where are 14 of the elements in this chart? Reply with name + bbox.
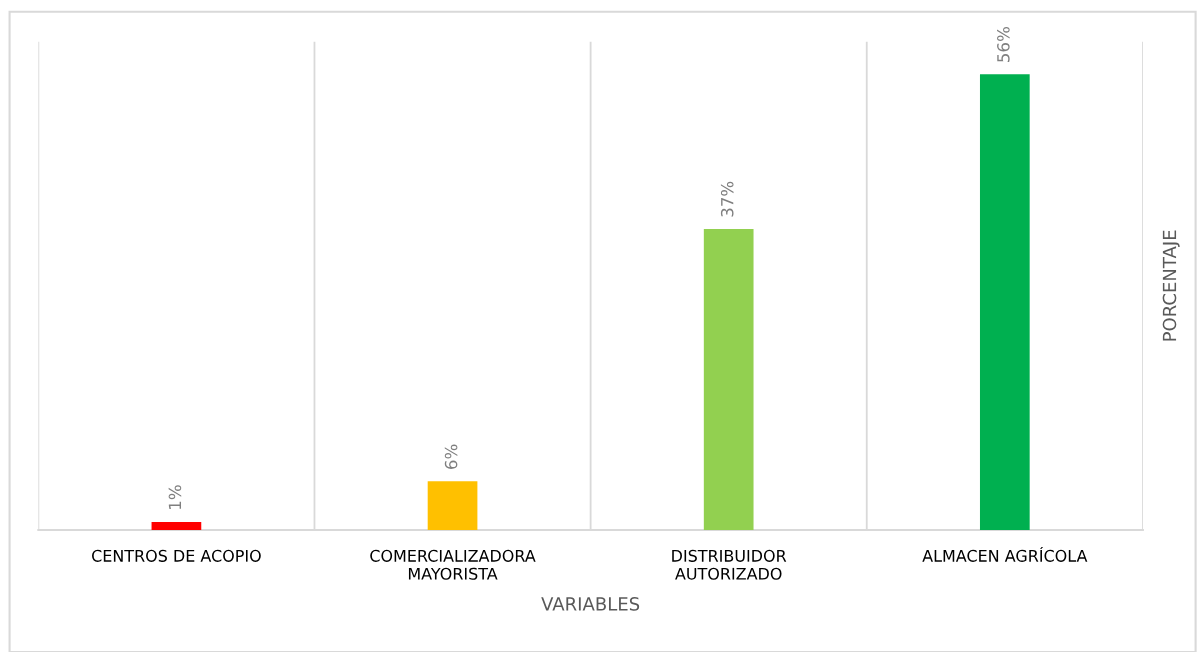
x-tick-label: DISTRIBUIDOR AUTORIZADO	[672, 549, 787, 580]
bar	[151, 521, 202, 531]
x-tick-label: COMERCIALIZADORA MAYORISTA	[370, 549, 536, 580]
bar	[427, 481, 478, 531]
x-tick-label: ALMACEN AGRÍCOLA	[922, 546, 1088, 562]
data-label: 37%	[720, 181, 734, 217]
data-label: 56%	[997, 27, 1010, 62]
x-axis-title: VARIABLES	[541, 597, 640, 611]
y-axis-title: PORCENTAJE	[1162, 230, 1180, 341]
data-label: 1%	[168, 485, 182, 509]
x-tick-label: CENTROS DE ACOPIO	[92, 549, 261, 562]
data-label: 6%	[444, 444, 458, 469]
bar	[703, 228, 754, 531]
bar	[979, 74, 1030, 531]
